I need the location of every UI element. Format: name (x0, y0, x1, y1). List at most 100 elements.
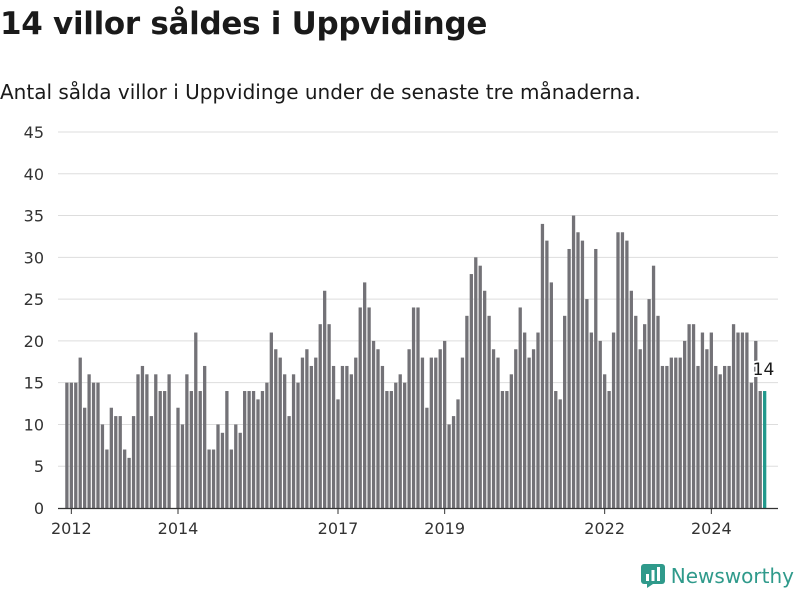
y-tick-label: 45 (24, 123, 44, 142)
bar (598, 340, 602, 508)
bar (509, 374, 513, 508)
bar (123, 449, 127, 508)
bar (643, 324, 647, 508)
bar (571, 215, 576, 509)
bar (296, 382, 300, 508)
bar (718, 374, 722, 508)
bar (683, 340, 687, 508)
bar (647, 299, 651, 508)
bar (287, 416, 291, 508)
bar (371, 340, 376, 508)
bar (323, 290, 327, 508)
bar (243, 391, 247, 508)
bar (540, 223, 545, 508)
bar (411, 307, 416, 508)
bar (438, 349, 442, 508)
bars (65, 215, 767, 509)
chart-subtitle: Antal sålda villor i Uppvidinge under de… (0, 80, 641, 104)
bar (349, 374, 353, 508)
bar (145, 374, 149, 508)
bar (589, 332, 593, 508)
bar (651, 265, 656, 508)
annotations: 14 (751, 358, 777, 382)
bar (238, 432, 242, 508)
bar (291, 374, 296, 508)
bar (660, 365, 665, 508)
bar (478, 265, 482, 508)
bar (607, 391, 611, 508)
bar (167, 374, 171, 508)
bar (456, 399, 460, 508)
y-tick-label: 0 (34, 499, 44, 518)
bar (327, 324, 331, 508)
bar (714, 365, 718, 508)
bar (83, 407, 87, 508)
bar (69, 382, 73, 508)
bar (131, 416, 136, 508)
bar (416, 307, 420, 508)
bar (531, 349, 536, 508)
bar (91, 382, 96, 508)
bar (474, 257, 478, 508)
bar (407, 349, 411, 508)
bar (563, 315, 567, 508)
y-tick-label: 30 (24, 248, 44, 267)
bar (180, 424, 185, 508)
bar (496, 357, 500, 508)
y-tick-label: 25 (24, 290, 44, 309)
bar (576, 232, 580, 508)
bar (314, 357, 318, 508)
bar (629, 290, 633, 508)
bar (216, 424, 220, 508)
bar (487, 315, 491, 508)
bar (109, 407, 113, 508)
x-tick-label: 2022 (584, 519, 625, 538)
bar (616, 232, 620, 508)
bar (256, 399, 260, 508)
bar (114, 416, 118, 508)
bar (705, 349, 709, 508)
bar (336, 399, 340, 508)
bar (220, 432, 225, 508)
bar (434, 357, 438, 508)
bar (65, 382, 69, 508)
bar (709, 332, 713, 508)
y-tick-label: 20 (24, 332, 44, 351)
bar (536, 332, 540, 508)
bar (305, 349, 309, 508)
bar (567, 248, 571, 508)
bar (483, 290, 487, 508)
bar (225, 391, 229, 508)
bar (687, 324, 691, 508)
bar (318, 324, 322, 508)
bar (251, 391, 256, 508)
brand-logo: Newsworthy (640, 564, 794, 588)
bar (269, 332, 273, 508)
bar (340, 365, 345, 508)
bar (100, 424, 105, 508)
y-tick-label: 5 (34, 457, 44, 476)
bar (554, 391, 558, 508)
bar (425, 407, 429, 508)
bar (247, 391, 251, 508)
bar (620, 232, 625, 508)
bar (451, 416, 456, 508)
bar (429, 357, 433, 508)
bar (745, 332, 749, 508)
last-value-label: 14 (753, 360, 775, 380)
x-tick-label: 2012 (51, 519, 92, 538)
x-tick-label: 2024 (691, 519, 732, 538)
bar (674, 357, 678, 508)
bar (754, 340, 758, 508)
bar (345, 365, 349, 508)
bar (669, 357, 673, 508)
y-tick-label: 10 (24, 415, 44, 434)
bar (678, 357, 682, 508)
bar (758, 391, 762, 508)
bar (736, 332, 740, 508)
bar (363, 282, 367, 508)
bar (460, 357, 465, 508)
bar (585, 299, 589, 508)
bar (300, 357, 305, 508)
bar (394, 382, 398, 508)
